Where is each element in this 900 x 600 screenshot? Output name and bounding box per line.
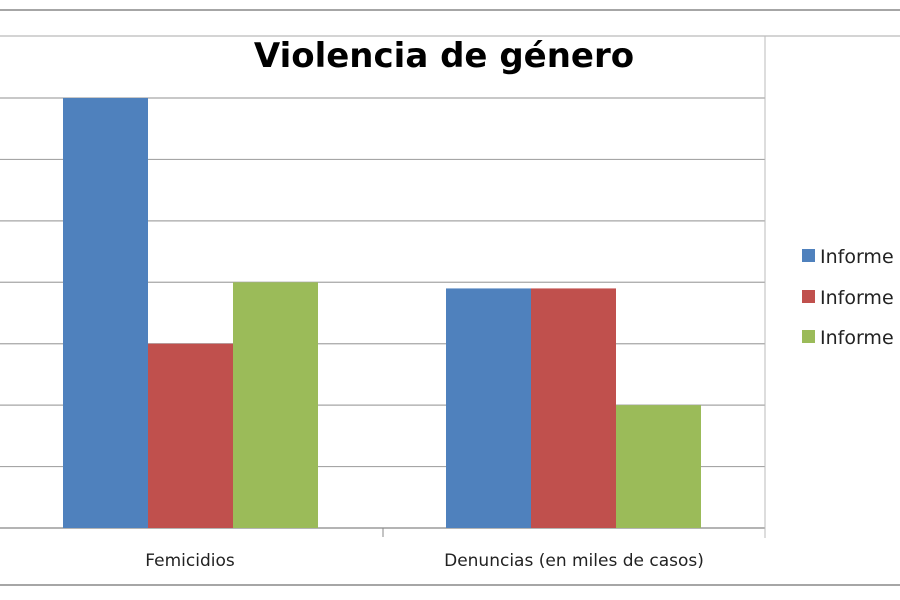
bar-series3-category2 [616, 405, 701, 528]
legend-swatch-1 [802, 249, 815, 262]
bar-series1-category2 [446, 288, 531, 528]
legend-swatch-3 [802, 330, 815, 343]
legend-label-3: Informe [820, 327, 894, 349]
bars [63, 98, 701, 528]
bar-series2-category1 [148, 343, 233, 528]
bar-series1-category1 [63, 98, 148, 528]
bar-series2-category2 [531, 288, 616, 528]
legend: Informe Informe Informe [802, 246, 894, 349]
category-label-denuncias: Denuncias (en miles de casos) [444, 551, 704, 571]
legend-label-1: Informe [820, 246, 894, 268]
legend-label-2: Informe [820, 287, 894, 309]
bar-series3-category1 [233, 282, 318, 528]
chart-title: Violencia de género [254, 36, 634, 76]
legend-swatch-2 [802, 290, 815, 303]
category-label-femicidios: Femicidios [145, 551, 235, 571]
